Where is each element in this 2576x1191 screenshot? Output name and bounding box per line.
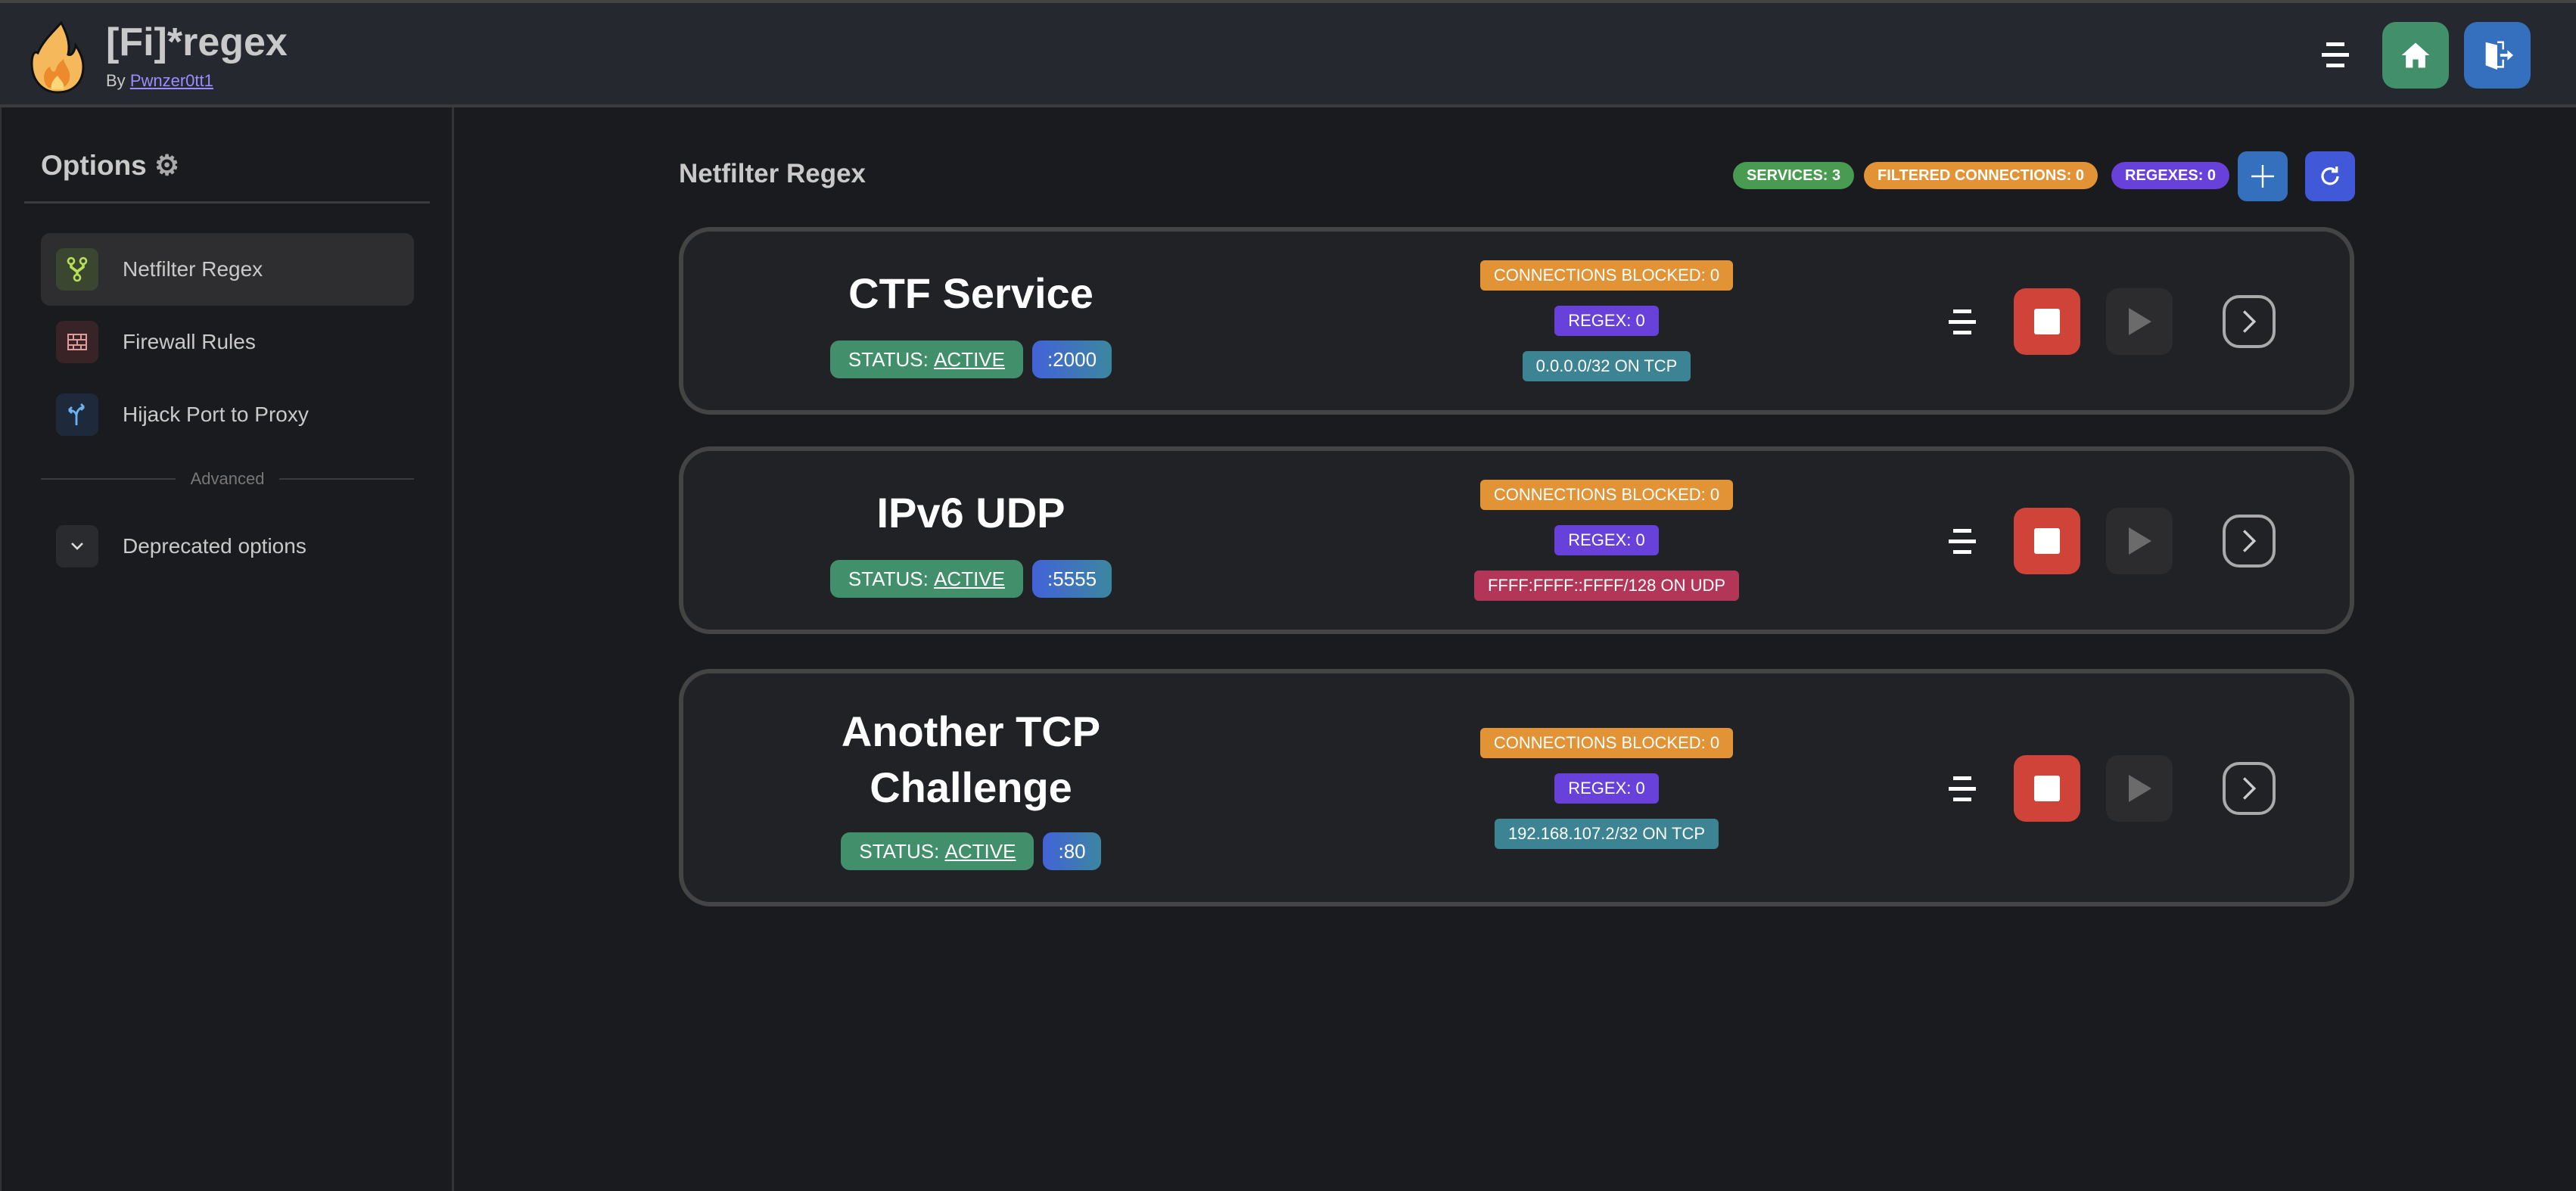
connections-blocked-badge: CONNECTIONS BLOCKED: 0 xyxy=(1479,728,1734,758)
port-badge: :5555 xyxy=(1032,560,1112,598)
service-actions xyxy=(1947,755,2276,822)
page-title: Netfilter Regex xyxy=(679,159,866,188)
add-service-button[interactable] xyxy=(2238,151,2288,201)
status-badge: STATUS: ACTIVE xyxy=(829,341,1023,378)
address-badge: FFFF:FFFF::FFFF/128 ON UDP xyxy=(1473,571,1740,601)
start-button[interactable] xyxy=(2106,288,2173,355)
regex-count-badge: REGEX: 0 xyxy=(1554,525,1659,555)
stop-button[interactable] xyxy=(2014,755,2080,822)
port-badge: :2000 xyxy=(1032,341,1112,378)
gear-icon: ⚙ xyxy=(154,150,180,181)
stop-button[interactable] xyxy=(2014,288,2080,355)
flame-logo-icon xyxy=(30,20,85,94)
sidebar-item-label: Deprecated options xyxy=(123,534,306,558)
filtered-connections-badge: FILTERED CONNECTIONS: 0 xyxy=(1864,162,2098,189)
arrows-split-icon xyxy=(56,393,98,436)
services-count-badge: SERVICES: 3 xyxy=(1733,162,1855,189)
open-service-button[interactable] xyxy=(2223,295,2276,348)
service-status-row: STATUS: ACTIVE :2000 xyxy=(683,341,1258,378)
fork-icon xyxy=(56,248,98,291)
service-name: CTF Service xyxy=(848,269,1094,317)
status-prefix: STATUS: xyxy=(848,347,929,371)
author-link[interactable]: Pwnzer0tt1 xyxy=(129,71,213,90)
service-card[interactable]: Another TCP Challenge STATUS: ACTIVE :80… xyxy=(679,669,2354,906)
service-stats: CONNECTIONS BLOCKED: 0 REGEX: 0 192.168.… xyxy=(1455,728,1758,849)
service-stats: CONNECTIONS BLOCKED: 0 REGEX: 0 0.0.0.0/… xyxy=(1455,260,1758,381)
wall-icon xyxy=(56,321,98,363)
sidebar-item-firewall-rules[interactable]: Firewall Rules xyxy=(41,306,414,378)
service-card[interactable]: CTF Service STATUS: ACTIVE :2000 CONNECT… xyxy=(679,227,2354,415)
plus-icon xyxy=(2251,165,2274,188)
status-badge: STATUS: ACTIVE xyxy=(841,832,1034,870)
status-value: ACTIVE xyxy=(934,347,1005,371)
advanced-divider: Advanced xyxy=(41,469,415,489)
service-menu-icon[interactable] xyxy=(1947,309,1977,334)
open-service-button[interactable] xyxy=(2223,515,2276,568)
chevron-right-icon xyxy=(2242,777,2257,800)
home-icon xyxy=(2401,42,2430,68)
sidebar-item-label: Firewall Rules xyxy=(123,330,256,353)
service-status-row: STATUS: ACTIVE :80 xyxy=(683,832,1258,870)
stop-button[interactable] xyxy=(2014,508,2080,574)
home-button[interactable] xyxy=(2382,22,2449,89)
play-icon xyxy=(2129,775,2151,802)
address-badge: 0.0.0.0/32 ON TCP xyxy=(1522,351,1691,381)
address-badge: 192.168.107.2/32 ON TCP xyxy=(1494,819,1719,849)
regex-count-badge: REGEX: 0 xyxy=(1554,306,1659,336)
connections-blocked-badge: CONNECTIONS BLOCKED: 0 xyxy=(1479,480,1734,510)
author-line: By Pwnzer0tt1 xyxy=(106,71,213,91)
status-prefix: STATUS: xyxy=(848,567,929,590)
service-actions xyxy=(1947,288,2276,355)
stop-icon xyxy=(2034,309,2060,334)
regexes-count-badge: REGEXES: 0 xyxy=(2111,162,2230,189)
service-card[interactable]: IPv6 UDP STATUS: ACTIVE :5555 CONNECTION… xyxy=(679,446,2354,634)
sidebar: Options ⚙ Netfilter Regex Firewall Rules… xyxy=(0,107,454,1191)
status-badge: STATUS: ACTIVE xyxy=(829,560,1023,598)
stop-icon xyxy=(2034,776,2060,801)
refresh-button[interactable] xyxy=(2305,151,2355,201)
start-button[interactable] xyxy=(2106,508,2173,574)
options-label: Options xyxy=(41,150,147,181)
connections-blocked-badge: CONNECTIONS BLOCKED: 0 xyxy=(1479,260,1734,291)
start-button[interactable] xyxy=(2106,755,2173,822)
logout-button[interactable] xyxy=(2464,22,2531,89)
sidebar-item-netfilter-regex[interactable]: Netfilter Regex xyxy=(41,233,414,306)
play-icon xyxy=(2129,308,2151,335)
sidebar-item-label: Hijack Port to Proxy xyxy=(123,403,309,426)
stop-icon xyxy=(2034,528,2060,554)
service-menu-icon[interactable] xyxy=(1947,528,1977,554)
service-stats: CONNECTIONS BLOCKED: 0 REGEX: 0 FFFF:FFF… xyxy=(1455,480,1758,601)
advanced-label: Advanced xyxy=(190,469,265,488)
chevron-right-icon xyxy=(2242,530,2257,552)
service-name: Another TCP Challenge xyxy=(841,707,1101,811)
hamburger-icon[interactable] xyxy=(2322,42,2349,67)
regex-count-badge: REGEX: 0 xyxy=(1554,773,1659,804)
app-header: [Fi]*regex By Pwnzer0tt1 xyxy=(0,0,2576,107)
status-prefix: STATUS: xyxy=(859,839,940,863)
status-value: ACTIVE xyxy=(944,839,1016,863)
app-title: [Fi]*regex xyxy=(106,20,288,64)
status-value: ACTIVE xyxy=(934,567,1005,590)
chevron-right-icon xyxy=(2242,310,2257,333)
chevron-down-icon xyxy=(56,525,98,568)
sidebar-item-label: Netfilter Regex xyxy=(123,257,263,281)
by-label: By xyxy=(106,71,126,90)
play-icon xyxy=(2129,527,2151,555)
service-actions xyxy=(1947,508,2276,574)
refresh-icon xyxy=(2321,166,2339,185)
sidebar-item-hijack-port[interactable]: Hijack Port to Proxy xyxy=(41,378,414,451)
options-heading: Options ⚙ xyxy=(41,149,179,182)
sidebar-item-deprecated-options[interactable]: Deprecated options xyxy=(41,510,414,583)
logout-icon xyxy=(2485,41,2514,70)
port-badge: :80 xyxy=(1043,832,1101,870)
service-name: IPv6 UDP xyxy=(876,489,1066,536)
open-service-button[interactable] xyxy=(2223,762,2276,815)
service-menu-icon[interactable] xyxy=(1947,776,1977,801)
service-status-row: STATUS: ACTIVE :5555 xyxy=(683,560,1258,598)
divider xyxy=(24,201,430,204)
